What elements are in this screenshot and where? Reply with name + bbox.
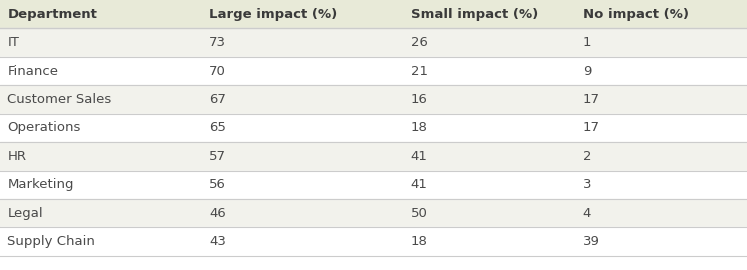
- Text: Department: Department: [7, 8, 97, 21]
- Text: 26: 26: [411, 36, 428, 49]
- Text: 18: 18: [411, 122, 428, 134]
- Text: 50: 50: [411, 207, 428, 220]
- Text: 67: 67: [209, 93, 226, 106]
- Text: 56: 56: [209, 178, 226, 191]
- Text: 16: 16: [411, 93, 428, 106]
- Bar: [0, 114, 747, 142]
- Text: 57: 57: [209, 150, 226, 163]
- Bar: [0, 199, 747, 227]
- Text: 46: 46: [209, 207, 226, 220]
- Text: 17: 17: [583, 122, 600, 134]
- Text: Finance: Finance: [7, 65, 58, 77]
- Text: HR: HR: [7, 150, 26, 163]
- Text: Operations: Operations: [7, 122, 81, 134]
- Text: Legal: Legal: [7, 207, 43, 220]
- Bar: [0, 171, 747, 199]
- Text: 43: 43: [209, 235, 226, 248]
- Text: 65: 65: [209, 122, 226, 134]
- Bar: [0, 227, 747, 256]
- Text: Customer Sales: Customer Sales: [7, 93, 112, 106]
- Bar: [0, 0, 747, 28]
- Bar: [0, 57, 747, 85]
- Text: No impact (%): No impact (%): [583, 8, 689, 21]
- Bar: [0, 28, 747, 57]
- Text: 70: 70: [209, 65, 226, 77]
- Text: IT: IT: [7, 36, 19, 49]
- Bar: [0, 142, 747, 171]
- Text: Supply Chain: Supply Chain: [7, 235, 96, 248]
- Text: 2: 2: [583, 150, 591, 163]
- Text: 4: 4: [583, 207, 591, 220]
- Text: 17: 17: [583, 93, 600, 106]
- Bar: [0, 85, 747, 114]
- Text: Marketing: Marketing: [7, 178, 74, 191]
- Text: 41: 41: [411, 178, 428, 191]
- Text: 41: 41: [411, 150, 428, 163]
- Text: 3: 3: [583, 178, 591, 191]
- Text: Large impact (%): Large impact (%): [209, 8, 338, 21]
- Text: 9: 9: [583, 65, 591, 77]
- Text: 39: 39: [583, 235, 600, 248]
- Text: 1: 1: [583, 36, 591, 49]
- Text: 18: 18: [411, 235, 428, 248]
- Text: 73: 73: [209, 36, 226, 49]
- Text: Small impact (%): Small impact (%): [411, 8, 538, 21]
- Text: 21: 21: [411, 65, 428, 77]
